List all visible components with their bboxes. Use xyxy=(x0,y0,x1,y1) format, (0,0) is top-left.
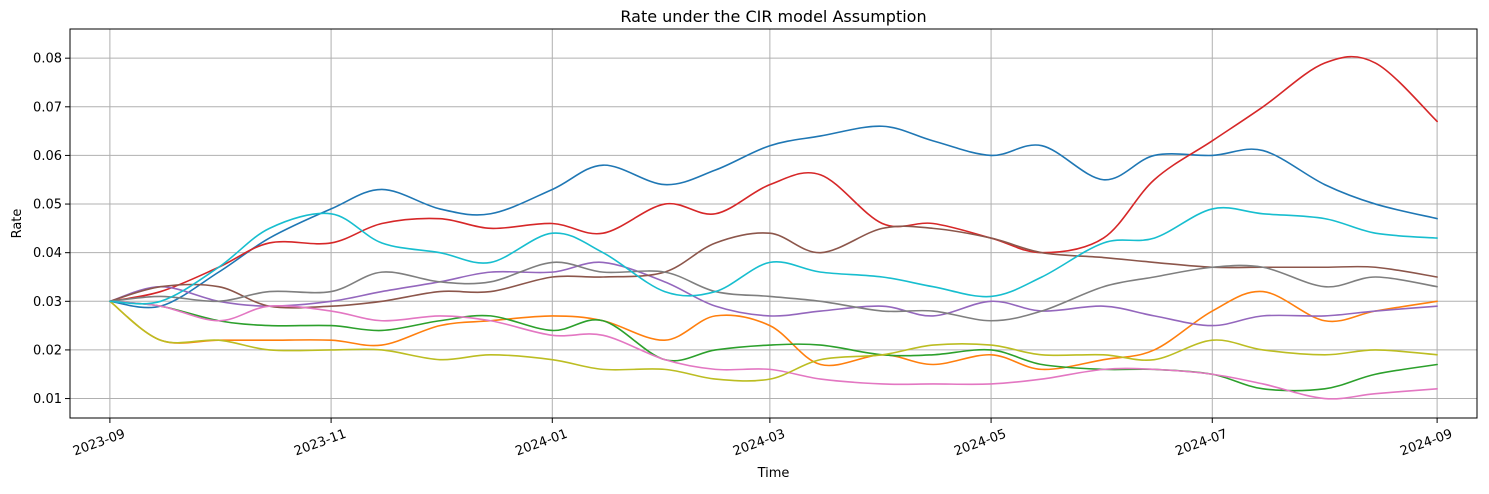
series-line-2 xyxy=(109,290,1438,371)
series-line-8 xyxy=(109,261,1438,322)
series-line-7 xyxy=(109,300,1438,400)
series-line-1 xyxy=(109,125,1438,309)
series-line-5 xyxy=(109,261,1438,327)
y-tick-label: 0.02 xyxy=(33,343,62,358)
y-tick-label: 0.03 xyxy=(33,295,62,310)
chart-title: Rate under the CIR model Assumption xyxy=(620,7,926,26)
series-line-10 xyxy=(109,206,1438,305)
y-tick-label: 0.06 xyxy=(33,149,62,164)
y-tick-label: 0.08 xyxy=(33,52,62,67)
y-tick-label: 0.01 xyxy=(33,392,62,407)
grid xyxy=(70,29,1477,418)
series-line-4 xyxy=(109,55,1438,303)
x-axis-label: Time xyxy=(757,466,790,481)
y-tick-label: 0.04 xyxy=(33,246,62,261)
y-tick-label: 0.07 xyxy=(33,100,62,115)
series-lines xyxy=(109,55,1438,400)
y-tick-label: 0.05 xyxy=(33,198,62,213)
y-axis-label: Rate xyxy=(10,209,25,239)
plot-frame xyxy=(69,28,1478,419)
series-line-9 xyxy=(109,300,1438,382)
